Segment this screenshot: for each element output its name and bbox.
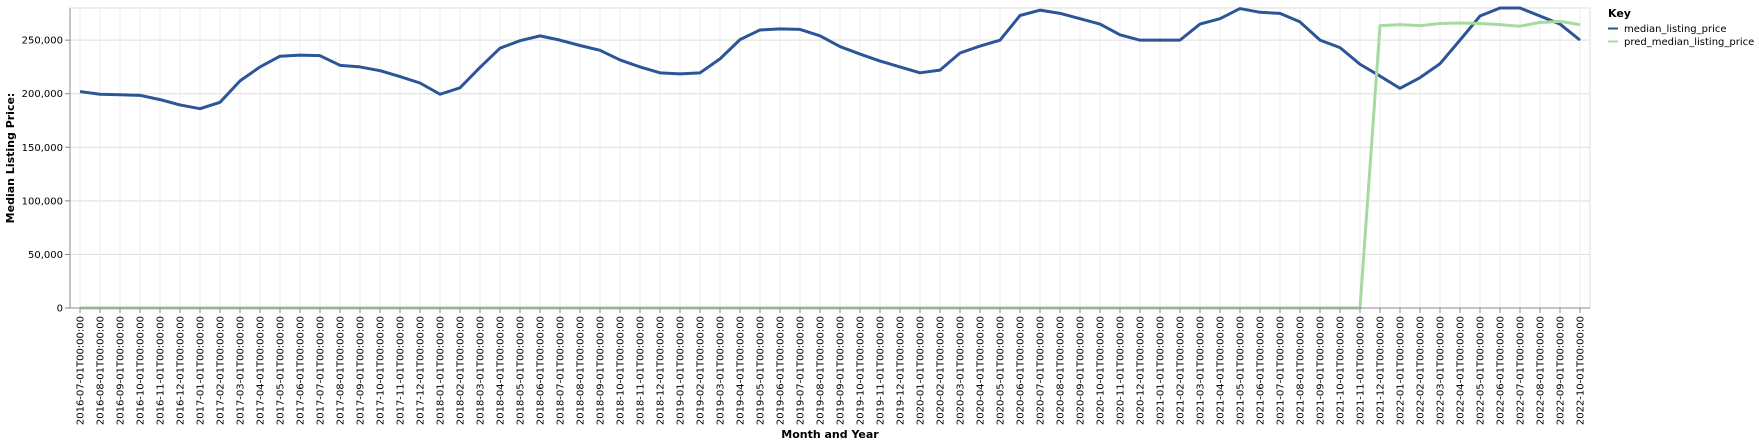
x-tick-label: 2017-12-01T00:00:00 [416,316,427,425]
x-tick-label: 2018-08-01T00:00:00 [576,316,587,425]
x-axis-title: Month and Year [781,428,879,441]
x-tick-label: 2019-05-01T00:00:00 [756,316,767,425]
x-tick-label: 2016-10-01T00:00:00 [136,316,147,425]
x-tick-label: 2019-04-01T00:00:00 [736,316,747,425]
x-tick-label: 2022-10-01T00:00:00 [1576,316,1587,425]
x-axis-ticks: 2016-07-01T00:00:00 2016-08-01T00:00:00 20… [76,308,1587,425]
x-tick-label: 2018-09-01T00:00:00 [596,316,607,425]
x-tick-label: 2020-01-01T00:00:00 [916,316,927,425]
x-tick-label: 2016-11-01T00:00:00 [156,316,167,425]
y-tick-label: 50,000 [28,250,63,261]
x-tick-label: 2021-09-01T00:00:00 [1316,316,1327,425]
x-tick-label: 2020-10-01T00:00:00 [1096,316,1107,425]
x-tick-label: 2017-11-01T00:00:00 [396,316,407,425]
x-tick-label: 2016-09-01T00:00:00 [116,316,127,425]
x-tick-label: 2019-01-01T00:00:00 [676,316,687,425]
x-tick-label: 2020-02-01T00:00:00 [936,316,947,425]
x-tick-label: 2016-12-01T00:00:00 [176,316,187,425]
x-tick-label: 2019-11-01T00:00:00 [876,316,887,425]
x-tick-label: 2022-07-01T00:00:00 [1516,316,1527,425]
x-tick-label: 2017-07-01T00:00:00 [316,316,327,425]
x-tick-label: 2022-08-01T00:00:00 [1536,316,1547,425]
x-tick-label: 2017-02-01T00:00:00 [216,316,227,425]
x-tick-label: 2018-02-01T00:00:00 [456,316,467,425]
x-tick-label: 2021-11-01T00:00:00 [1356,316,1367,425]
x-tick-label: 2017-10-01T00:00:00 [376,316,387,425]
x-tick-label: 2017-01-01T00:00:00 [196,316,207,425]
x-tick-label: 2016-07-01T00:00:00 [76,316,87,425]
y-axis-title: Median Listing Price: [4,93,17,224]
legend-title: Key [1608,7,1631,20]
x-tick-label: 2022-05-01T00:00:00 [1476,316,1487,425]
x-tick-label: 2018-04-01T00:00:00 [496,316,507,425]
x-tick-label: 2016-08-01T00:00:00 [96,316,107,425]
x-tick-label: 2020-08-01T00:00:00 [1056,316,1067,425]
x-tick-label: 2021-06-01T00:00:00 [1256,316,1267,425]
x-tick-label: 2021-07-01T00:00:00 [1276,316,1287,425]
x-tick-label: 2022-02-01T00:00:00 [1416,316,1427,425]
x-tick-label: 2017-04-01T00:00:00 [256,316,267,425]
x-tick-label: 2018-01-01T00:00:00 [436,316,447,425]
x-tick-label: 2021-01-01T00:00:00 [1156,316,1167,425]
x-tick-label: 2018-03-01T00:00:00 [476,316,487,425]
x-tick-label: 2022-06-01T00:00:00 [1496,316,1507,425]
x-tick-label: 2021-04-01T00:00:00 [1216,316,1227,425]
x-tick-label: 2019-02-01T00:00:00 [696,316,707,425]
x-tick-label: 2017-05-01T00:00:00 [276,316,287,425]
x-tick-label: 2021-08-01T00:00:00 [1296,316,1307,425]
x-tick-label: 2022-04-01T00:00:00 [1456,316,1467,425]
x-tick-label: 2021-12-01T00:00:00 [1376,316,1387,425]
x-tick-label: 2019-08-01T00:00:00 [816,316,827,425]
x-tick-label: 2021-05-01T00:00:00 [1236,316,1247,425]
x-tick-label: 2020-12-01T00:00:00 [1136,316,1147,425]
x-tick-label: 2021-02-01T00:00:00 [1176,316,1187,425]
x-tick-label: 2017-03-01T00:00:00 [236,316,247,425]
x-tick-label: 2018-12-01T00:00:00 [656,316,667,425]
x-tick-label: 2020-05-01T00:00:00 [996,316,1007,425]
x-tick-label: 2019-06-01T00:00:00 [776,316,787,425]
x-tick-label: 2017-06-01T00:00:00 [296,316,307,425]
x-tick-label: 2022-03-01T00:00:00 [1436,316,1447,425]
x-tick-label: 2022-01-01T00:00:00 [1396,316,1407,425]
x-tick-label: 2018-05-01T00:00:00 [516,316,527,425]
series-line-median-listing-price [79,6,1581,111]
y-tick-label: 150,000 [22,143,63,154]
y-tick-label: 250,000 [22,36,63,47]
x-tick-label: 2019-03-01T00:00:00 [716,316,727,425]
x-tick-label: 2021-10-01T00:00:00 [1336,316,1347,425]
x-tick-label: 2021-03-01T00:00:00 [1196,316,1207,425]
x-tick-label: 2020-06-01T00:00:00 [1016,316,1027,425]
x-tick-label: 2017-08-01T00:00:00 [336,316,347,425]
x-tick-label: 2018-11-01T00:00:00 [636,316,647,425]
legend-label: median_listing_price [1624,24,1727,35]
x-tick-label: 2020-07-01T00:00:00 [1036,316,1047,425]
legend-items: median_listing_price pred_median_listing_… [1608,24,1754,48]
y-tick-label: 100,000 [22,196,63,207]
x-tick-label: 2017-09-01T00:00:00 [356,316,367,425]
plot-area [69,6,1591,310]
x-tick-label: 2020-09-01T00:00:00 [1076,316,1087,425]
x-tick-label: 2019-07-01T00:00:00 [796,316,807,425]
x-tick-label: 2018-10-01T00:00:00 [616,316,627,425]
x-tick-label: 2022-09-01T00:00:00 [1556,316,1567,425]
x-tick-label: 2019-10-01T00:00:00 [856,316,867,425]
x-tick-label: 2020-04-01T00:00:00 [976,316,987,425]
y-tick-label: 200,000 [22,89,63,100]
y-tick-label: 0 [57,304,63,315]
x-tick-label: 2020-03-01T00:00:00 [956,316,967,425]
x-tick-label: 2018-06-01T00:00:00 [536,316,547,425]
x-tick-label: 2019-12-01T00:00:00 [896,316,907,425]
x-tick-label: 2020-11-01T00:00:00 [1116,316,1127,425]
legend: Key median_listing_price pred_median_list… [1608,7,1754,48]
y-axis-ticks: 0 50,000 100,000 150,000 200,000 250,000 [22,36,70,315]
x-tick-label: 2018-07-01T00:00:00 [556,316,567,425]
x-tick-label: 2019-09-01T00:00:00 [836,316,847,425]
legend-label: pred_median_listing_price [1624,37,1754,48]
